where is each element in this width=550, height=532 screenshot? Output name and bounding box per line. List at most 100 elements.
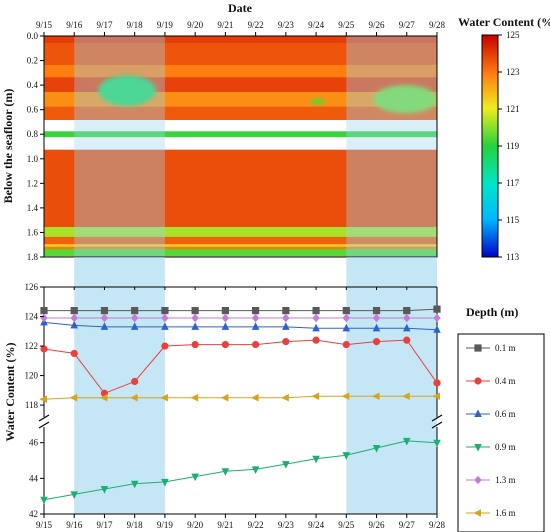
- data-point: [433, 325, 441, 333]
- line-y-tick-label: 124: [25, 312, 39, 322]
- heatmap-y-tick-label: 1.2: [27, 178, 38, 188]
- heatmap-x-tick-label: 9/26: [369, 20, 386, 30]
- line-x-tick-label: 9/20: [187, 520, 204, 530]
- data-point: [221, 322, 230, 330]
- data-point: [252, 340, 260, 349]
- data-point: [282, 322, 290, 330]
- data-point: [433, 313, 441, 323]
- axis-break-mark-left: [38, 414, 50, 422]
- data-point: [161, 342, 169, 350]
- legend-item: 0.9 m: [466, 442, 516, 452]
- data-point: [161, 307, 169, 315]
- data-point: [100, 313, 109, 323]
- data-point: [312, 323, 320, 332]
- heatmap-x-tick-label: 9/16: [66, 20, 83, 30]
- heatmap-y-tick-label: 1.6: [27, 227, 39, 237]
- heatmap-panel: 9/15 9/16 9/17 9/18 9/19 9/20 9/21 9/22 9/23 9/24…: [1, 1, 445, 262]
- data-point: [312, 336, 320, 344]
- axis-break-mark-left: [38, 421, 50, 429]
- legend-label: 0.4 m: [495, 376, 516, 386]
- data-point: [191, 322, 199, 330]
- data-point: [402, 392, 410, 401]
- series-line: [43, 440, 438, 501]
- data-point: [341, 392, 350, 401]
- line-x-tick-label: 9/25: [338, 520, 355, 530]
- series-1.3-m: [40, 313, 441, 323]
- legend-swatch-marker: [474, 443, 482, 452]
- colorbar-label: Water Content (%): [458, 15, 550, 29]
- heatmap-bands: [44, 36, 437, 257]
- data-point: [221, 468, 230, 476]
- heatmap-x-tick-label: 9/23: [278, 20, 295, 30]
- line-x-tick-label: 9/16: [66, 520, 83, 530]
- colorbar: 125 123 121 119 117 115 113 Water Content (%): [458, 15, 550, 262]
- heatmap-x-tick-label: 9/24: [308, 20, 325, 30]
- line-y-ticks: 118 120 122 124 126 42 44 46: [25, 282, 44, 519]
- line-shaded-ranges: [74, 257, 437, 514]
- heatmap-band-9: [44, 236, 437, 246]
- heatmap-y-ticks: 0.0 0.2 0.4 0.6 0.8 1.0 1.2 1.4 1.6 1.8: [27, 31, 44, 262]
- legend-label: 0.1 m: [495, 343, 516, 353]
- line-shaded-range-0: [74, 257, 165, 514]
- data-point: [251, 466, 260, 475]
- data-point: [191, 473, 199, 482]
- line-y-tick-label: 126: [25, 282, 39, 292]
- line-y-tick-label: 118: [25, 400, 39, 410]
- legend-label: 0.9 m: [495, 442, 516, 452]
- data-point: [130, 393, 138, 402]
- heatmap-band-8: [44, 227, 437, 238]
- heatmap-y-tick-label: 0.6: [27, 105, 39, 115]
- data-point: [402, 323, 411, 332]
- heatmap-x-ticks: 9/15 9/16 9/17 9/18 9/19 9/20 9/21 9/22 9/23 9/24…: [36, 20, 445, 36]
- line-shaded-range-1: [346, 257, 437, 514]
- data-point: [40, 345, 48, 353]
- heatmap-y-tick-label: 0.0: [27, 31, 39, 41]
- line-x-tick-label: 9/18: [127, 520, 144, 530]
- data-point: [220, 393, 229, 402]
- data-point: [372, 307, 381, 315]
- data-point: [281, 393, 289, 402]
- heatmap-band-2: [44, 64, 437, 79]
- data-point: [251, 393, 259, 402]
- data-point: [221, 340, 229, 349]
- line-x-ticks: 9/15 9/16 9/17 9/18 9/19 9/20 9/21 9/22 9/23 9/24…: [36, 287, 445, 530]
- data-point: [131, 377, 139, 386]
- data-point: [251, 313, 260, 323]
- colorbar-tick-label: 125: [506, 30, 520, 40]
- legend-item: 0.4 m: [466, 376, 516, 386]
- heatmap-anomaly-2: [373, 85, 437, 114]
- data-point: [372, 445, 381, 453]
- heatmap-shaded-range-1: [346, 36, 437, 257]
- data-point: [40, 496, 48, 505]
- axis-break-mark-right: [431, 414, 443, 422]
- data-point: [221, 313, 230, 323]
- data-point: [100, 307, 109, 315]
- data-point: [372, 313, 381, 323]
- data-point: [39, 395, 48, 403]
- heatmap-x-tick-label: 9/21: [217, 20, 233, 30]
- legend-title: Depth (m): [466, 305, 518, 319]
- data-point: [282, 338, 290, 346]
- colorbar-tick-label: 115: [506, 215, 520, 225]
- data-point: [311, 392, 320, 401]
- heatmap-band-11: [44, 246, 437, 251]
- data-point: [403, 307, 411, 315]
- heatmap-x-tick-label: 9/18: [127, 20, 144, 30]
- data-point: [99, 393, 108, 402]
- data-point: [160, 393, 168, 402]
- line-x-tick-label: 9/26: [369, 520, 386, 530]
- series-0.9-m: [40, 437, 441, 505]
- data-point: [40, 307, 48, 315]
- heatmap-band-10: [44, 244, 437, 248]
- heatmap-band-7: [44, 149, 437, 229]
- data-point: [282, 461, 290, 469]
- data-point: [130, 313, 139, 323]
- heatmap-shaded-ranges: [74, 36, 437, 257]
- line-x-tick-label: 9/21: [217, 520, 233, 530]
- data-point: [432, 392, 441, 401]
- data-point: [161, 313, 169, 323]
- legend-item: 0.1 m: [466, 343, 516, 353]
- data-point: [70, 349, 78, 358]
- line-x-tick-label: 9/22: [248, 520, 264, 530]
